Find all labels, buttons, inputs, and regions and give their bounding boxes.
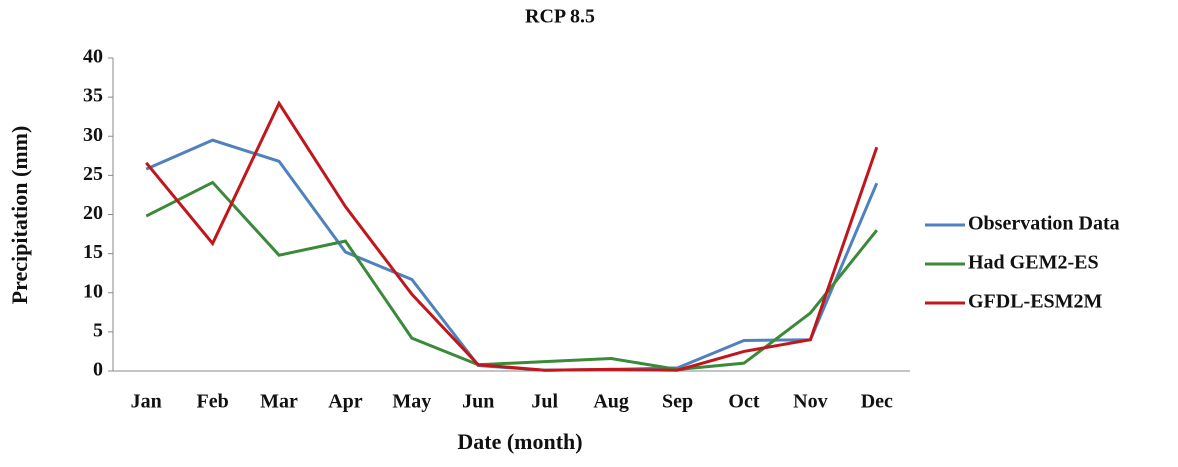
x-tick-label: May (392, 391, 431, 413)
x-tick-label: Nov (793, 391, 827, 413)
x-tick-label: Jun (462, 391, 494, 413)
y-tick-label: 25 (83, 163, 103, 185)
x-tick-label: Jul (531, 391, 558, 413)
x-tick-label: Mar (260, 391, 298, 413)
legend-label: GFDL-ESM2M (968, 291, 1103, 313)
x-tick-label: Apr (328, 391, 363, 413)
legend-label: Had GEM2-ES (968, 252, 1099, 274)
y-tick-label: 5 (93, 319, 103, 341)
x-tick-label: Aug (593, 391, 629, 413)
y-tick-label: 20 (83, 202, 103, 224)
series-line (145, 100, 879, 372)
y-tick-label: 15 (83, 241, 103, 263)
y-tick-label: 40 (83, 46, 103, 68)
x-tick-label: Feb (197, 391, 229, 413)
x-axis-label: Date (month) (457, 429, 582, 454)
series-line (145, 180, 878, 371)
x-tick-label: Sep (662, 391, 693, 413)
series-line (145, 138, 879, 372)
y-tick-label: 30 (83, 124, 103, 146)
y-tick-label: 0 (93, 359, 103, 381)
x-tick-label: Jan (131, 391, 162, 413)
y-tick-label: 35 (83, 85, 103, 107)
x-tick-label: Oct (728, 391, 759, 413)
x-tick-label: Dec (861, 391, 893, 413)
y-tick-label: 10 (83, 280, 103, 302)
y-axis-label: Precipitation (mm) (7, 126, 32, 305)
chart-title: RCP 8.5 (525, 6, 595, 28)
legend-label: Observation Data (968, 213, 1120, 235)
